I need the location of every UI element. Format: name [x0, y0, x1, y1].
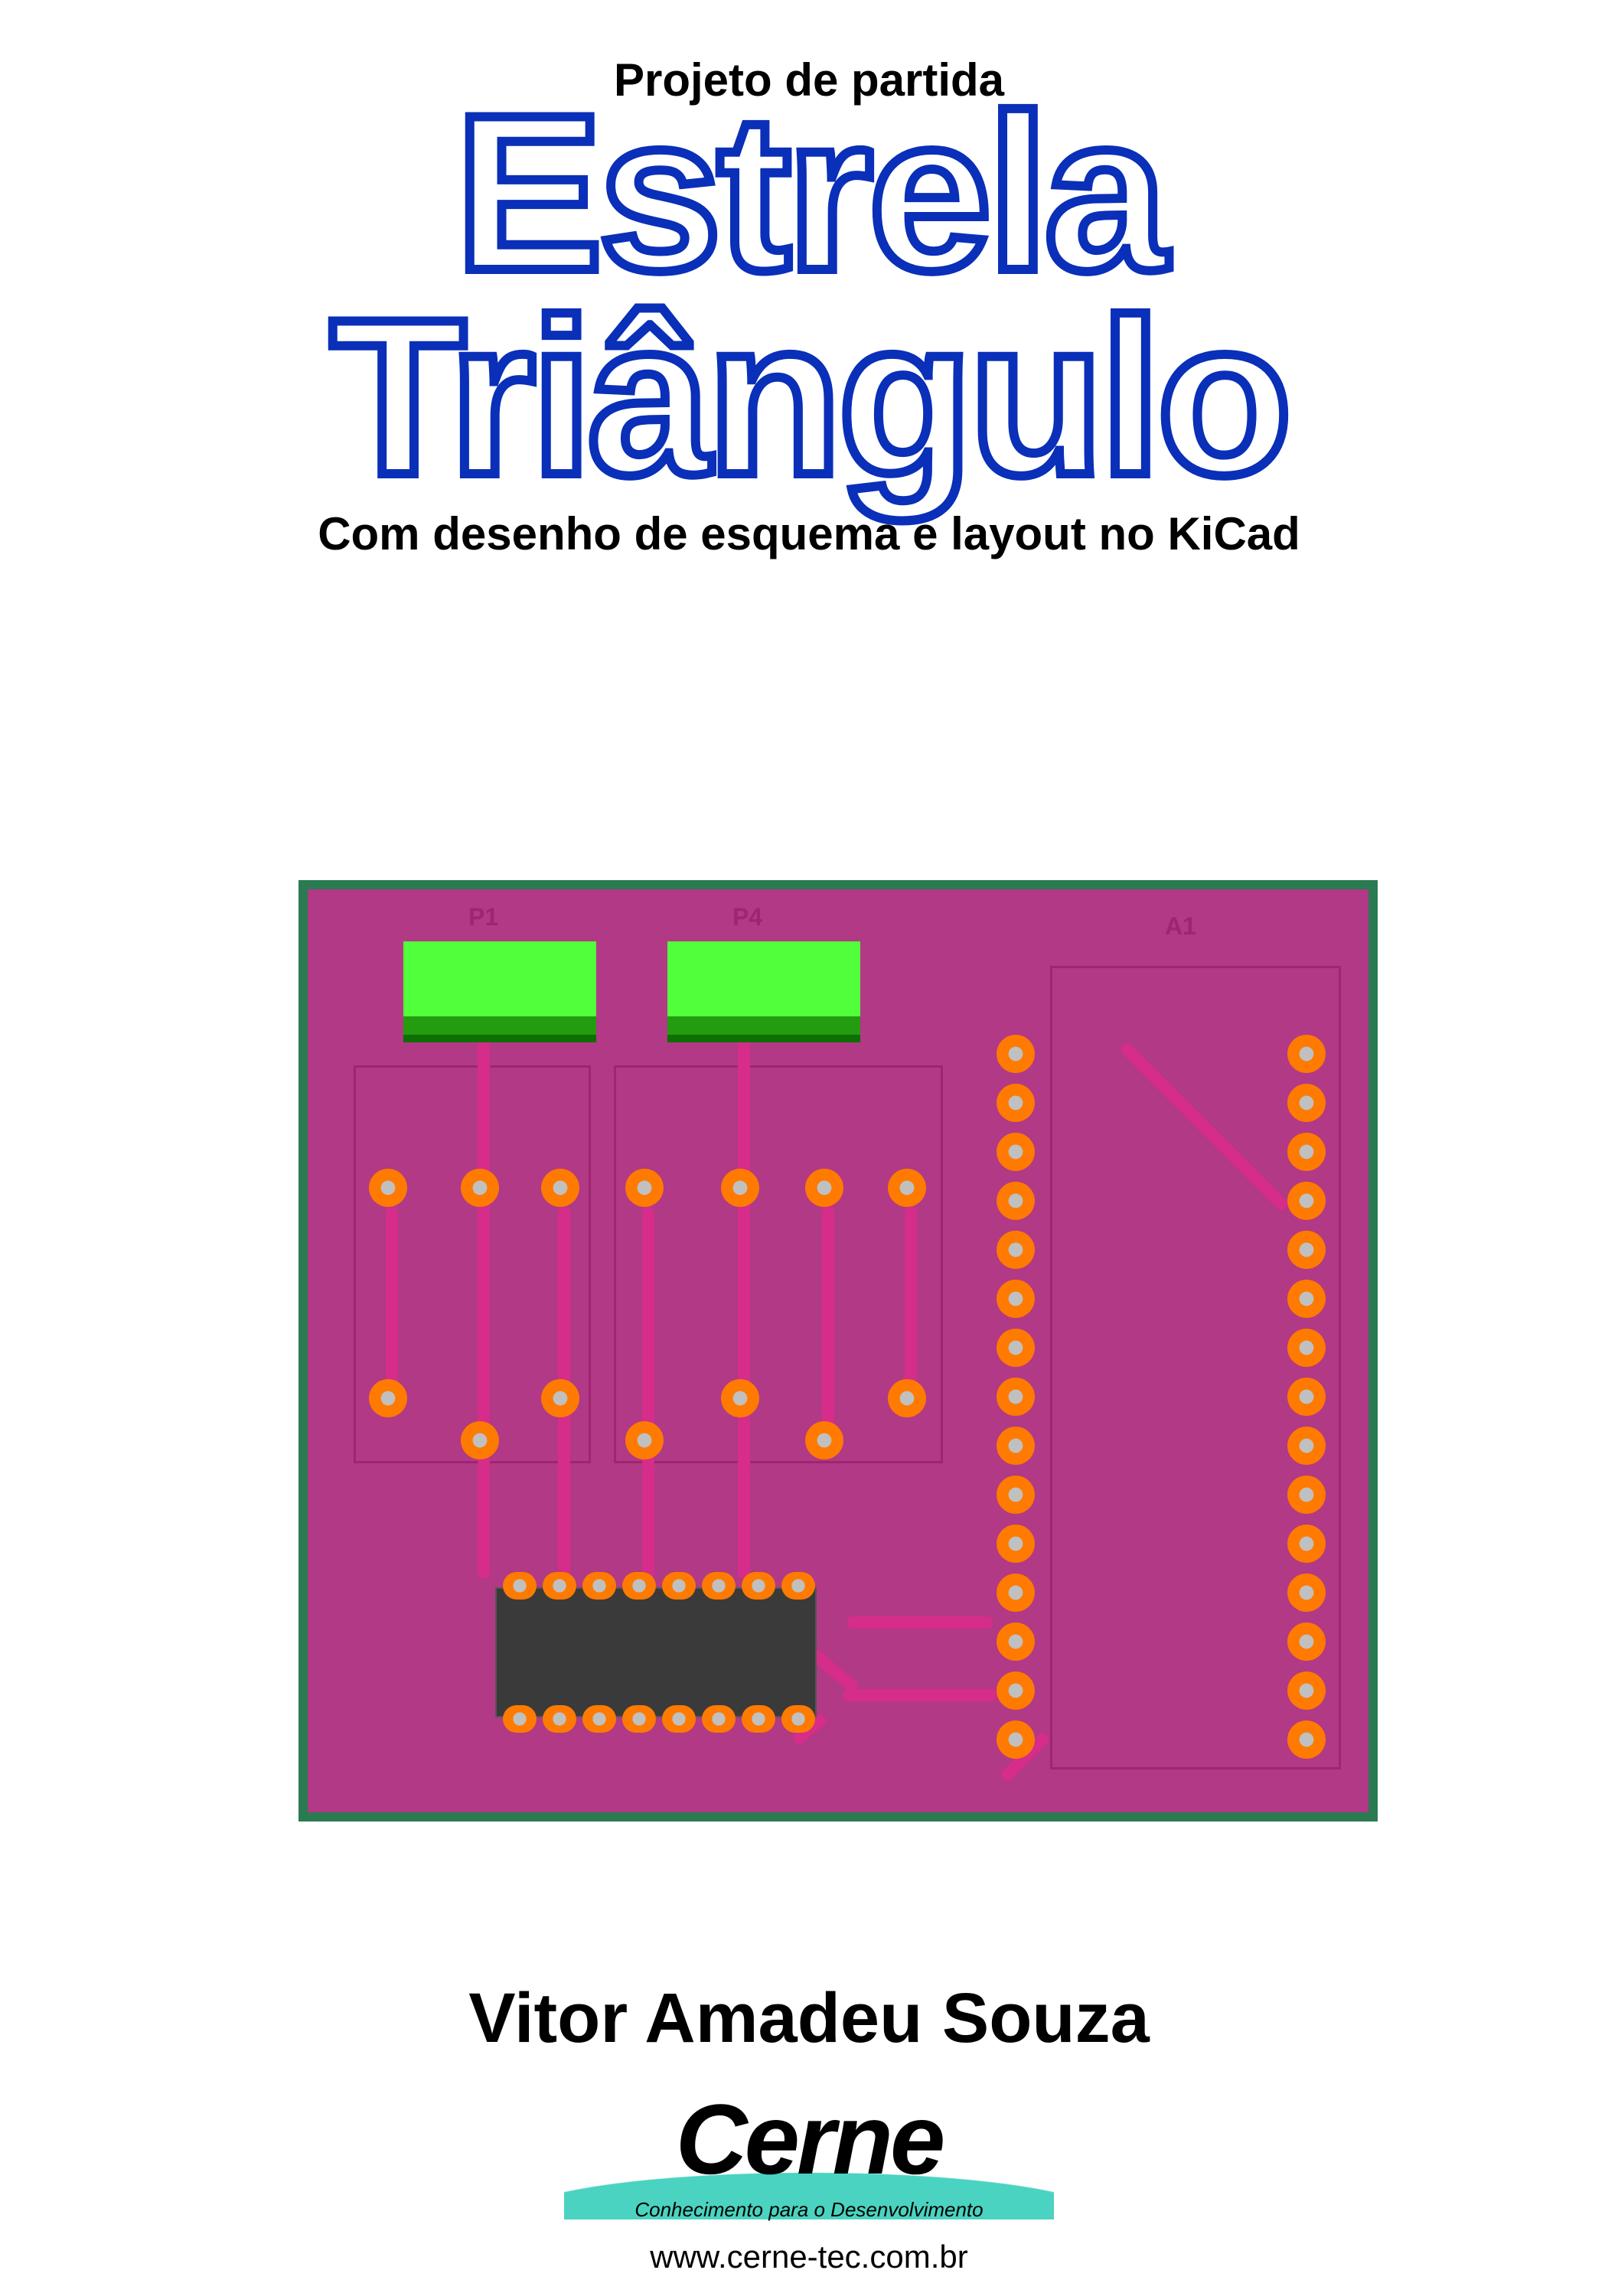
silk-label-p1: P1 [468, 903, 498, 931]
pad [997, 1574, 1035, 1612]
chip-pin [503, 1705, 537, 1733]
trace [738, 1398, 750, 1578]
chip-pin [503, 1572, 537, 1600]
pad [1287, 1084, 1326, 1122]
pad [997, 1427, 1035, 1465]
pad [1287, 1231, 1326, 1269]
pad [1287, 1525, 1326, 1563]
trace [843, 1689, 997, 1701]
chip-pin [543, 1572, 576, 1600]
pcb-board: P1 P4 A1 [308, 889, 1368, 1812]
chip-body [495, 1587, 817, 1717]
pad [997, 1280, 1035, 1318]
publisher-url: www.cerne-tec.com.br [0, 2239, 1618, 2275]
chip-pin [781, 1572, 815, 1600]
pad [997, 1084, 1035, 1122]
trace [558, 1398, 570, 1578]
chip-pin [582, 1705, 616, 1733]
pad [625, 1421, 664, 1459]
publisher-logo: Cerne Conhecimento para o Desenvolviment… [0, 2112, 1618, 2275]
chip-pin [702, 1572, 736, 1600]
chip-pin [662, 1705, 696, 1733]
chip-pin [781, 1705, 815, 1733]
pad [1287, 1329, 1326, 1367]
pad [888, 1379, 926, 1417]
pad [369, 1169, 407, 1207]
pad [805, 1421, 843, 1459]
trace [905, 1207, 917, 1398]
pad [1287, 1182, 1326, 1220]
connector-body [667, 1016, 860, 1035]
pad [369, 1379, 407, 1417]
title-line2: Triângulo [331, 273, 1288, 521]
pad [1287, 1720, 1326, 1759]
trace [822, 1207, 834, 1437]
logo-tagline: Conhecimento para o Desenvolvimento [564, 2198, 1054, 2222]
trace [478, 1027, 490, 1433]
connector-top [403, 941, 596, 1016]
trace [847, 1616, 993, 1629]
pad [1287, 1427, 1326, 1465]
chip-pin [543, 1705, 576, 1733]
pad [997, 1182, 1035, 1220]
title: Estrela Triângulo [331, 91, 1288, 500]
pad [805, 1169, 843, 1207]
logo-swoosh: Cerne Conhecimento para o Desenvolviment… [564, 2112, 1054, 2219]
pad [461, 1169, 499, 1207]
pad [997, 1231, 1035, 1269]
pad [997, 1525, 1035, 1563]
pad [1287, 1378, 1326, 1416]
pad [997, 1329, 1035, 1367]
subtitle: Com desenho de esquema e layout no KiCad [0, 507, 1618, 560]
pad [997, 1623, 1035, 1661]
cover-header: Projeto de partida Estrela Triângulo Com… [0, 0, 1618, 560]
author-name: Vitor Amadeu Souza [0, 1978, 1618, 2059]
pad [888, 1169, 926, 1207]
pad [541, 1169, 579, 1207]
silk-label-a1: A1 [1165, 912, 1196, 941]
chip-pin [622, 1572, 656, 1600]
chip-pin [582, 1572, 616, 1600]
chip-pin [742, 1705, 775, 1733]
silk-label-p4: P4 [732, 903, 762, 931]
pad [1287, 1574, 1326, 1612]
chip-pin [622, 1705, 656, 1733]
pad [461, 1421, 499, 1459]
pad [1287, 1280, 1326, 1318]
connector-bottom [403, 1035, 596, 1042]
chip-pin [702, 1705, 736, 1733]
pcb-frame: P1 P4 A1 [298, 880, 1378, 1821]
trace [642, 1207, 654, 1437]
logo-text: Cerne [564, 2082, 1054, 2197]
chip-pin [662, 1572, 696, 1600]
pad [541, 1379, 579, 1417]
pad [625, 1169, 664, 1207]
pad [1287, 1133, 1326, 1171]
trace [558, 1207, 570, 1398]
pad [1287, 1035, 1326, 1073]
pad [997, 1035, 1035, 1073]
chip-pin [742, 1572, 775, 1600]
trace [738, 1027, 750, 1394]
pad [1287, 1476, 1326, 1514]
trace [386, 1207, 398, 1398]
pad [721, 1379, 759, 1417]
pad [997, 1476, 1035, 1514]
connector-top [667, 941, 860, 1016]
pad [997, 1133, 1035, 1171]
connector-body [403, 1016, 596, 1035]
pad [1287, 1623, 1326, 1661]
pad [1287, 1671, 1326, 1710]
pad [997, 1378, 1035, 1416]
pad [997, 1720, 1035, 1759]
pad [721, 1169, 759, 1207]
connector-bottom [667, 1035, 860, 1042]
pad [997, 1671, 1035, 1710]
